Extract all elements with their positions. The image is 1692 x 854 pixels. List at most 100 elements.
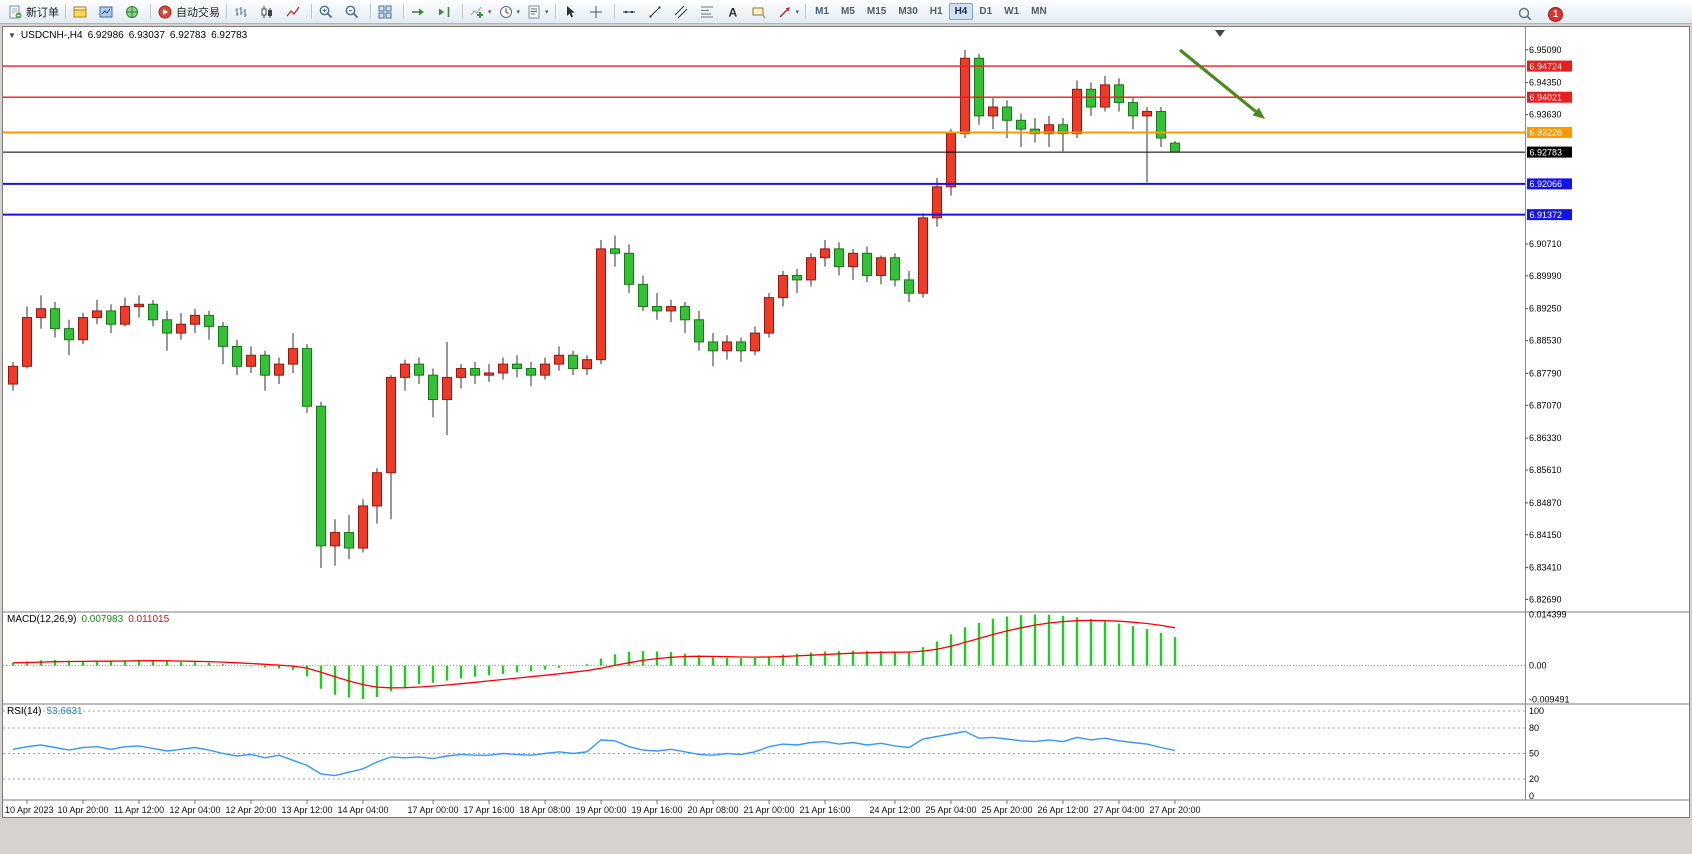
timeframe-h4[interactable]: H4 <box>948 3 974 20</box>
time-axis-label: 25 Apr 04:00 <box>925 805 976 815</box>
auto-trading-button[interactable]: 自动交易 <box>154 1 223 23</box>
chart-collapse-arrow[interactable]: ▼ <box>8 31 16 40</box>
text-label-button[interactable] <box>748 1 774 23</box>
candle-down <box>890 257 900 281</box>
rsi-axis-label: 100 <box>1529 706 1544 716</box>
candle-down <box>680 305 690 321</box>
new-order-button[interactable]: 新订单 <box>4 1 62 23</box>
main-toolbar: 新订单 自动交易 ▾ ▾ ▾ A ▾ M1 M5 M15 M30 H1 H4 D1 W1 MN 1 <box>0 0 1692 24</box>
zoom-in-button[interactable] <box>315 1 341 23</box>
text-button[interactable]: A <box>722 1 748 23</box>
timeframe-mn[interactable]: MN <box>1031 6 1047 17</box>
candle-down <box>1086 88 1096 108</box>
chart-canvas[interactable]: 6.95090 6.94350 6.93630 6.90710 6.89990 6.892… <box>3 27 1689 817</box>
candle-down <box>624 252 634 285</box>
trendline-button[interactable] <box>644 1 670 23</box>
zoom-out-button[interactable] <box>341 1 367 23</box>
bars-icon <box>233 4 249 20</box>
horizontal-line-button[interactable] <box>618 1 644 23</box>
time-axis-label: 13 Apr 12:00 <box>281 805 332 815</box>
arrows-button[interactable]: ▾ <box>774 1 803 23</box>
candle-up <box>442 376 452 401</box>
toolbar-separator <box>311 4 312 19</box>
candle-up <box>960 57 970 135</box>
doc-plus-icon <box>7 4 23 20</box>
time-axis-label: 11 Apr 12:00 <box>114 805 164 815</box>
toolbar-separator <box>226 4 227 19</box>
hline-icon <box>621 4 637 20</box>
window-yellow-icon <box>72 4 88 20</box>
candles-icon <box>259 4 275 20</box>
price-axis-label: 6.83410 <box>1529 563 1562 573</box>
line-chart-button[interactable] <box>282 1 308 23</box>
search-button[interactable] <box>1514 3 1540 25</box>
candle-down <box>1030 128 1040 135</box>
time-axis-label: 20 Apr 08:00 <box>687 805 738 815</box>
toolbar-separator <box>370 4 371 19</box>
auto-trading-button-label: 自动交易 <box>176 6 220 19</box>
price-badge-6.94021-text: 6.94021 <box>1530 92 1563 102</box>
auto-scroll-button[interactable] <box>407 1 433 23</box>
candle-up <box>246 354 256 367</box>
trend-arrow-head[interactable] <box>1252 107 1265 119</box>
trend-arrow-annotation[interactable] <box>1178 48 1257 113</box>
periods-button[interactable]: ▾ <box>495 1 524 23</box>
candle-up <box>358 505 368 549</box>
channel-icon <box>673 4 689 20</box>
candle-up <box>134 303 144 307</box>
price-badge-6.93226-text: 6.93226 <box>1530 128 1563 138</box>
chart-shift-button[interactable] <box>433 1 459 23</box>
candle-down <box>232 345 242 367</box>
timeframe-m30[interactable]: M30 <box>898 6 918 17</box>
cursor-icon <box>562 4 578 20</box>
macd-signal-line <box>12 619 1176 689</box>
tile-windows-button[interactable] <box>374 1 400 23</box>
time-axis-label: 26 Apr 12:00 <box>1037 805 1088 815</box>
indicator-plus-icon <box>469 4 485 20</box>
price-axis-label: 6.86330 <box>1529 433 1562 443</box>
price-badge-6.92066-text: 6.92066 <box>1530 179 1563 189</box>
time-axis-label: 10 Apr 2023 <box>5 805 54 815</box>
label-icon <box>751 4 767 20</box>
data-window-button[interactable] <box>95 1 121 23</box>
window-blue-icon <box>98 4 114 20</box>
timeframe-m1[interactable]: M1 <box>815 6 829 17</box>
time-axis-label: 12 Apr 04:00 <box>169 805 220 815</box>
candle-down <box>302 348 312 407</box>
candle-up <box>176 323 186 334</box>
price-axis-label: 6.89990 <box>1529 271 1562 281</box>
candle-up <box>1072 88 1082 135</box>
price-axis-label: 6.84870 <box>1529 498 1562 508</box>
price-badge-6.94724-text: 6.94724 <box>1530 61 1563 71</box>
candle-up <box>722 341 732 352</box>
candlestick-chart-button[interactable] <box>256 1 282 23</box>
bar-chart-button[interactable] <box>230 1 256 23</box>
candle-down <box>834 248 844 268</box>
chart-shift-icon <box>436 4 452 20</box>
candle-up <box>120 305 130 325</box>
indicators-button[interactable]: ▾ <box>466 1 495 23</box>
candle-down <box>638 283 648 307</box>
timeframe-m15[interactable]: M15 <box>866 6 887 17</box>
time-axis-label: 24 Apr 12:00 <box>869 805 920 815</box>
candle-up <box>554 354 564 365</box>
equidistant-channel-button[interactable] <box>670 1 696 23</box>
trendline-icon <box>647 4 663 20</box>
price-badge-6.92066 <box>1527 178 1572 190</box>
timeframe-w1[interactable]: W1 <box>1004 6 1020 17</box>
time-axis-label: 14 Apr 04:00 <box>337 805 388 815</box>
cursor-button[interactable] <box>559 1 585 23</box>
notification-badge[interactable]: 1 <box>1548 6 1563 22</box>
templates-button[interactable]: ▾ <box>523 1 552 23</box>
time-axis-label: 17 Apr 00:00 <box>407 805 458 815</box>
chart-shift-marker[interactable] <box>1215 30 1225 37</box>
price-axis-label: 6.95090 <box>1529 45 1562 55</box>
timeframe-m5[interactable]: M5 <box>840 6 855 17</box>
timeframe-h1[interactable]: H1 <box>929 6 943 17</box>
chart-window-button[interactable] <box>69 1 95 23</box>
timeframe-d1[interactable]: D1 <box>979 6 993 17</box>
candle-up <box>8 365 18 385</box>
fibonacci-button[interactable] <box>696 1 722 23</box>
navigator-button[interactable] <box>121 1 147 23</box>
crosshair-button[interactable] <box>585 1 611 23</box>
